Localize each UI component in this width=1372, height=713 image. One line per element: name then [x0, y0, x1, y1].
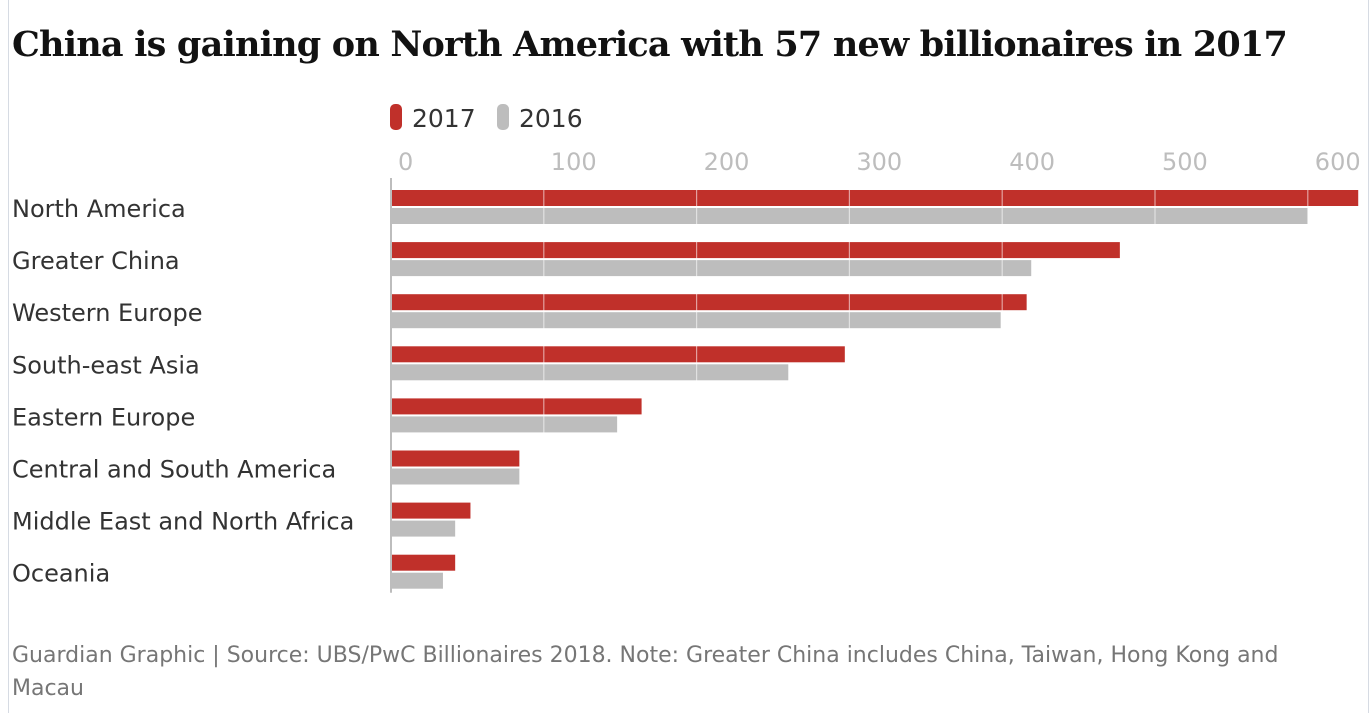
bar-2017-eastern-europe [391, 398, 642, 415]
x-tick-label-600: 600 [1315, 148, 1361, 176]
legend-swatch-2016 [497, 104, 509, 130]
bar-2016-middle-east-and-north-africa [391, 520, 456, 537]
category-label-central-and-south-america: Central and South America [12, 456, 336, 484]
x-tick-label-0: 0 [398, 148, 413, 176]
x-tick-label-500: 500 [1162, 148, 1208, 176]
category-label-western-europe: Western Europe [12, 299, 202, 327]
bar-2017-north-america [391, 190, 1359, 206]
bar-2017-oceania [391, 554, 456, 571]
frame-right-border [1368, 0, 1369, 713]
bar-2017-western-europe [391, 294, 1027, 311]
bar-2016-greater-china [391, 260, 1032, 277]
category-label-eastern-europe: Eastern Europe [12, 403, 195, 431]
bar-2017-greater-china [391, 242, 1120, 259]
category-label-greater-china: Greater China [12, 247, 180, 275]
x-tick-label-100: 100 [551, 148, 597, 176]
bar-2016-western-europe [391, 312, 1001, 329]
category-label-north-america: North America [12, 195, 186, 223]
category-label-south-east-asia: South-east Asia [12, 351, 200, 379]
bar-2016-central-and-south-america [391, 468, 520, 485]
frame-left-border [8, 0, 9, 713]
bar-2016-eastern-europe [391, 416, 618, 433]
legend-label-2017: 2017 [412, 104, 476, 133]
source-note: Guardian Graphic | Source: UBS/PwC Billi… [12, 643, 1279, 701]
chart-title: China is gaining on North America with 5… [12, 24, 1288, 65]
x-tick-label-200: 200 [704, 148, 750, 176]
x-tick-label-300: 300 [856, 148, 902, 176]
category-label-oceania: Oceania [12, 560, 110, 588]
legend-label-2016: 2016 [519, 104, 583, 133]
bar-2017-central-and-south-america [391, 450, 520, 467]
bar-2017-middle-east-and-north-africa [391, 502, 471, 519]
category-label-middle-east-and-north-africa: Middle East and North Africa [12, 508, 354, 536]
bar-2016-south-east-asia [391, 364, 789, 381]
bar-2017-south-east-asia [391, 346, 845, 363]
bar-2016-oceania [391, 572, 443, 589]
legend-swatch-2017 [390, 104, 402, 130]
x-tick-label-400: 400 [1009, 148, 1055, 176]
